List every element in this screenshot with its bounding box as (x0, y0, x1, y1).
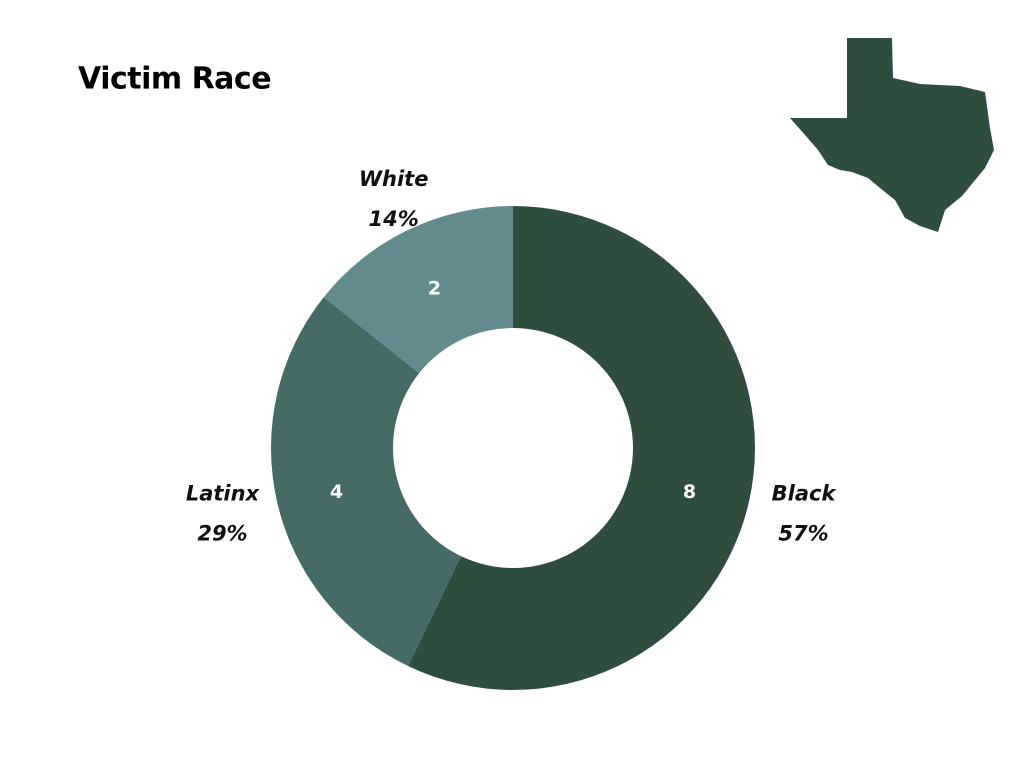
chart-title: Victim Race (78, 62, 271, 97)
slice-percent-label: 14% (369, 207, 419, 231)
slice-percent-label: 29% (197, 521, 247, 545)
slice-percent-label: 57% (778, 521, 828, 545)
slice-value-label: 2 (428, 277, 441, 299)
donut-slice (408, 206, 755, 691)
donut-slice (270, 297, 461, 667)
slice-value-label: 4 (330, 481, 343, 503)
slice-category-label: Latinx (186, 481, 261, 505)
slice-category-label: White (359, 167, 429, 191)
slice-value-label: 8 (683, 481, 696, 503)
donut-slice (323, 206, 513, 374)
texas-icon (790, 38, 994, 232)
slice-category-label: Black (772, 481, 838, 505)
